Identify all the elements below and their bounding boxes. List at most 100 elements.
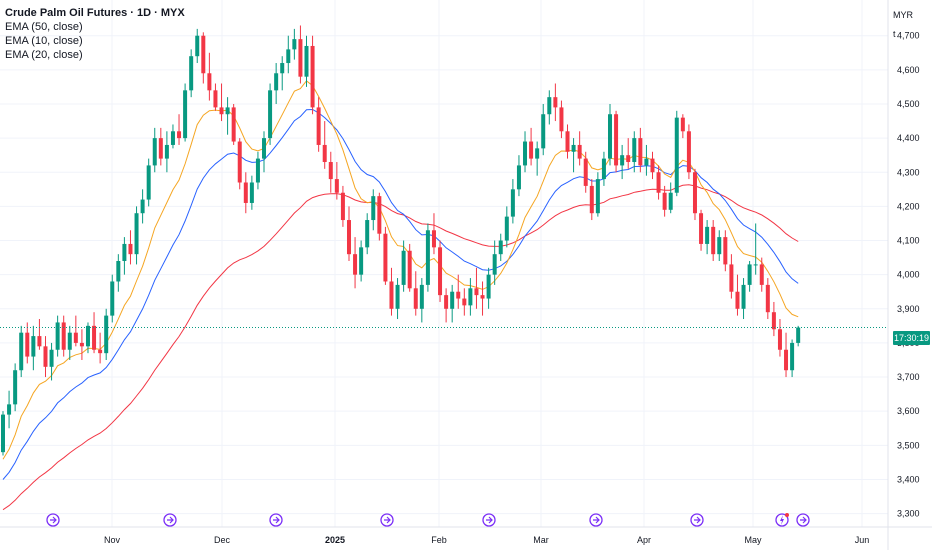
- candle-body: [116, 261, 121, 282]
- candle: [747, 261, 752, 292]
- candle: [468, 278, 473, 316]
- currency-label[interactable]: MYR: [893, 10, 913, 20]
- candle: [486, 267, 491, 309]
- candle-body: [322, 144, 327, 163]
- candle: [541, 103, 546, 156]
- candle-body: [225, 107, 230, 115]
- candle: [438, 240, 443, 302]
- candle-body: [431, 230, 436, 248]
- candle-body: [79, 342, 84, 347]
- candle-body: [365, 220, 370, 248]
- candle-body: [510, 189, 515, 217]
- candle: [134, 206, 139, 265]
- candle: [492, 240, 497, 285]
- candle-body: [371, 196, 376, 221]
- candle-body: [164, 144, 169, 159]
- event-arrow: [593, 516, 600, 524]
- candle-body: [7, 404, 12, 415]
- event-arrow: [273, 516, 280, 524]
- price-tick-label: 4,300: [897, 167, 920, 177]
- candle: [334, 162, 339, 200]
- candle-body: [110, 281, 115, 316]
- candle-body: [340, 192, 345, 221]
- time-tick-label: May: [744, 535, 762, 545]
- candle: [638, 127, 643, 173]
- candle: [104, 308, 109, 360]
- candle-body: [547, 97, 552, 115]
- candle: [377, 192, 382, 241]
- candle-body: [741, 284, 746, 309]
- candle-body: [480, 295, 485, 299]
- price-tick-label: 4,000: [897, 270, 920, 280]
- legend-title[interactable]: Crude Palm Oil Futures · 1D · MYX: [5, 7, 185, 19]
- price-tick-label: 3,500: [897, 440, 920, 450]
- candle-body: [359, 247, 364, 275]
- candle-body: [262, 138, 267, 159]
- candle: [298, 25, 303, 84]
- time-tick-label: Feb: [431, 535, 447, 545]
- candle: [705, 220, 710, 255]
- candle-body: [389, 281, 394, 309]
- candle: [565, 124, 570, 159]
- candle-body: [140, 199, 145, 214]
- candle-body: [407, 250, 412, 289]
- price-tick-label: 4,700: [897, 31, 920, 41]
- time-axis[interactable]: Nov Dec 2025 Feb Mar Apr May Jun: [104, 535, 869, 545]
- candle-body: [468, 288, 473, 306]
- candle-body: [146, 165, 151, 200]
- candle-body: [286, 49, 291, 64]
- candle: [207, 52, 212, 101]
- candle: [450, 284, 455, 323]
- candle: [7, 390, 12, 429]
- legend-ema50[interactable]: EMA (50, close): [5, 21, 83, 33]
- candle: [632, 131, 637, 173]
- candle-body: [784, 349, 789, 371]
- candle: [110, 274, 115, 323]
- candle-body: [128, 243, 133, 255]
- candle: [140, 189, 145, 224]
- candle-body: [620, 155, 625, 166]
- price-axis[interactable]: 4,700 4,600 4,500 4,400 4,300 4,200 4,100 4,000…: [897, 31, 920, 519]
- candle: [796, 325, 801, 347]
- candle: [280, 56, 285, 91]
- candle: [413, 271, 418, 316]
- candle-body: [589, 185, 594, 214]
- unit-label[interactable]: t: [893, 29, 896, 39]
- candle: [292, 28, 297, 60]
- event-dividend-icon: [690, 513, 704, 527]
- legend-ema20[interactable]: EMA (20, close): [5, 49, 83, 61]
- candle-body: [571, 144, 576, 152]
- time-tick-label: Apr: [637, 535, 651, 545]
- candle: [201, 32, 206, 84]
- candle: [98, 332, 103, 364]
- candle: [213, 83, 218, 111]
- candle: [43, 336, 48, 378]
- candle: [504, 206, 509, 248]
- price-tick-label: 4,600: [897, 65, 920, 75]
- candle-body: [523, 141, 528, 166]
- candle: [608, 103, 612, 166]
- candle-body: [413, 288, 418, 309]
- candle: [231, 103, 236, 145]
- candle: [407, 243, 412, 292]
- candle: [219, 83, 224, 122]
- candle: [553, 83, 558, 122]
- candle-body: [705, 226, 710, 244]
- legend-ema10[interactable]: EMA (10, close): [5, 35, 83, 47]
- candle: [365, 213, 370, 255]
- price-tick-label: 4,100: [897, 236, 920, 246]
- candle-body: [61, 322, 66, 350]
- candle-body: [183, 90, 188, 139]
- candle-body: [656, 172, 661, 193]
- candle: [717, 230, 722, 261]
- candle: [61, 315, 66, 357]
- candle-body: [401, 250, 406, 285]
- candle-body: [395, 284, 400, 309]
- candle-body: [450, 291, 455, 309]
- event-dividend-icon: [380, 513, 394, 527]
- event-dividend-icon: [269, 513, 283, 527]
- price-tick-label: 3,700: [897, 372, 920, 382]
- candle: [583, 151, 588, 193]
- candle-body: [595, 179, 600, 214]
